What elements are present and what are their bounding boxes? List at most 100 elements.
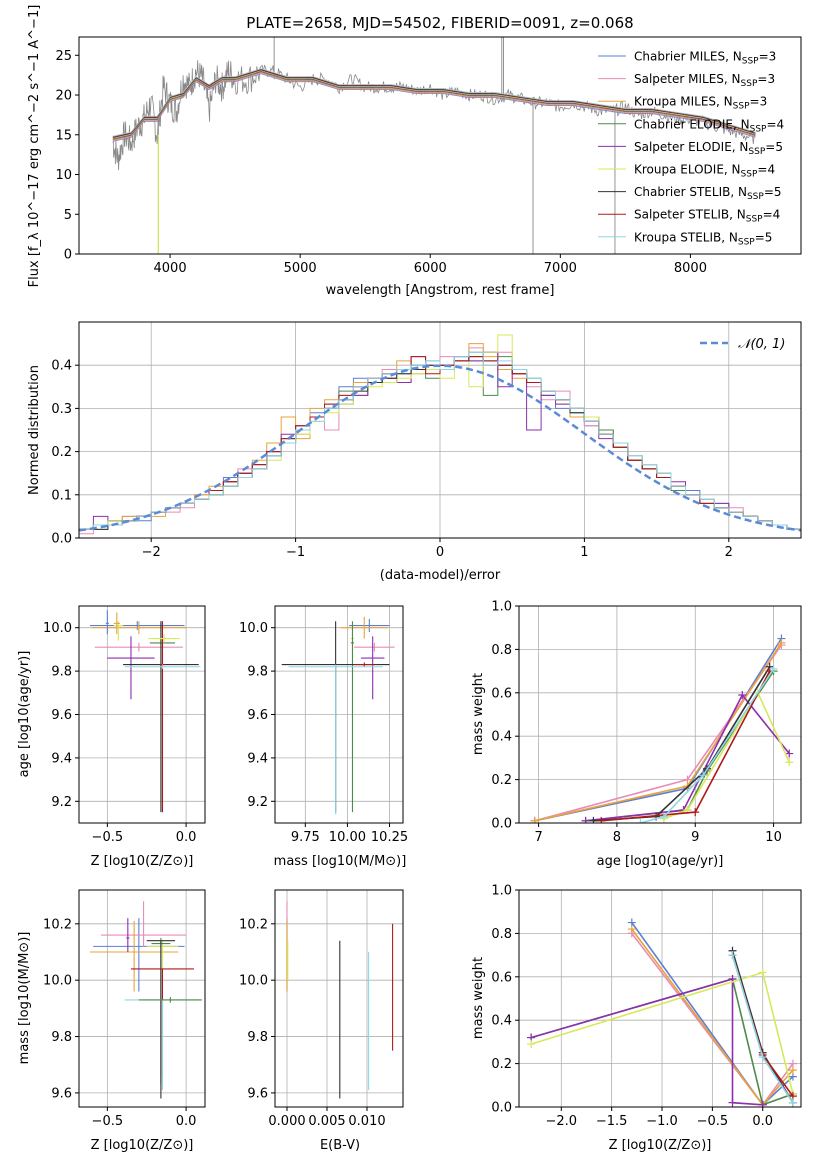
x-tick-label: −0.5	[697, 1114, 729, 1129]
normal-legend-label: 𝒩(0, 1)	[738, 337, 785, 352]
spectrum-title: PLATE=2658, MJD=54502, FIBERID=0091, z=0…	[246, 14, 633, 32]
age-vs-z-ylabel: age [log10(age/yr)]	[17, 651, 32, 778]
errorbar	[94, 642, 183, 652]
y-tick-label: 10.0	[43, 621, 72, 636]
weight-vs-age-xlabel: age [log10(age/yr)]	[597, 854, 724, 869]
mass-vs-z-frame	[78, 889, 206, 1108]
mass-vs-z-ylabel: mass [log10(M/M⊙)]	[17, 932, 32, 1065]
legend-label: Salpeter ELODIE, NSSP=5	[634, 140, 783, 157]
legend-label: Chabrier ELODIE, NSSP=4	[634, 117, 784, 134]
y-tick-label: 9.6	[51, 708, 72, 723]
errorbars	[90, 610, 201, 813]
weight-vs-z-xlabel: Z [log10(Z/Z⊙)]	[609, 1138, 712, 1153]
mass-vs-ebv-xlabel: E(B-V)	[320, 1138, 360, 1153]
errorbar	[124, 999, 201, 1091]
weight-marker	[589, 816, 598, 823]
spectrum-legend: Chabrier MILES, NSSP=3 Salpeter MILES, NS…	[598, 50, 784, 247]
model-spectrum-line	[112, 70, 756, 139]
x-tick-label: 4000	[154, 261, 187, 276]
legend-subscript: SSP	[750, 124, 767, 134]
age-vs-z-frame	[78, 605, 206, 824]
spectrum-lines	[112, 37, 756, 254]
legend-value: =5	[755, 230, 773, 244]
model-spectrum-line	[112, 69, 756, 138]
legend-value: =3	[759, 50, 777, 64]
x-tick-label: 7000	[544, 261, 577, 276]
legend-value: =5	[765, 140, 783, 154]
weight-series-line	[640, 668, 775, 823]
y-tick-label: 0.2	[491, 1057, 512, 1072]
y-tick-label: 1.0	[491, 600, 512, 615]
x-tick-label: 9	[691, 830, 699, 845]
y-tick-label: 0.0	[51, 532, 72, 547]
weight-marker	[530, 816, 539, 823]
weight-marker	[785, 749, 794, 758]
x-tick-label: 9.75	[291, 830, 320, 845]
legend-value: =4	[757, 163, 775, 177]
weight-vs-age-panel: 7 8 9 10 0.0 0.2 0.4 0.6 0.8 1.0 age [log10(age/y…	[471, 600, 802, 869]
weight-marker	[597, 816, 606, 823]
weight-marker	[581, 816, 590, 823]
weight-vs-age-frame	[518, 605, 802, 824]
x-tick-label: 8	[613, 830, 621, 845]
legend-subscript: SSP	[741, 170, 758, 180]
x-tick-label: −2	[142, 545, 161, 560]
y-tick-label: 0.8	[491, 927, 512, 942]
y-tick-label: 9.8	[51, 665, 72, 680]
weight-marker	[758, 1100, 767, 1107]
legend-subscript: SSP	[747, 192, 764, 202]
y-tick-label: 0.2	[51, 445, 72, 460]
legend-label: Salpeter STELIB, NSSP=4	[634, 208, 780, 225]
weight-vs-z-ylabel: mass weight	[471, 957, 486, 1039]
mass-vs-ebv-panel: 0.000 0.005 0.010 9.6 9.8 10.0 10.2 E(B-V)	[239, 889, 404, 1153]
x-tick-label: 2	[725, 545, 733, 560]
weight-series-line	[585, 693, 790, 822]
residuals-legend: 𝒩(0, 1)	[700, 337, 785, 352]
y-tick-label: 0.6	[491, 970, 512, 985]
weight-marker	[758, 968, 767, 977]
legend-value: =5	[764, 185, 782, 199]
spectrum-xlabel: wavelength [Angstrom, rest frame]	[326, 283, 555, 298]
legend-subscript: SSP	[741, 79, 758, 89]
weight-marker	[785, 758, 794, 767]
errorbar	[349, 619, 390, 633]
weight-series-line	[530, 977, 763, 1106]
weight-marker	[738, 690, 747, 699]
weight-vs-z-frame	[518, 889, 802, 1108]
weight-marker	[769, 664, 778, 673]
y-tick-label: 15	[55, 128, 72, 143]
legend-value: =3	[757, 72, 775, 86]
y-tick-label: 9.6	[247, 1086, 268, 1101]
x-tick-label: 6000	[414, 261, 447, 276]
model-spectrum-line	[112, 73, 756, 142]
legend-label: Salpeter MILES, NSSP=3	[634, 72, 775, 89]
mass-vs-z-xlabel: Z [log10(Z/Z⊙)]	[91, 1138, 194, 1153]
legend-subscript: SSP	[748, 147, 765, 157]
weight-series-line	[585, 670, 775, 822]
x-tick-label: 0.005	[308, 1114, 345, 1129]
y-tick-label: 0.4	[51, 359, 72, 374]
errorbar	[138, 997, 202, 1003]
errorbar	[354, 642, 395, 652]
errorbar	[124, 664, 201, 669]
x-tick-label: 0.0	[176, 830, 197, 845]
histograms	[79, 334, 801, 538]
x-tick-label: 0.000	[268, 1114, 305, 1129]
x-tick-label: 10.25	[371, 830, 408, 845]
y-tick-label: 9.6	[247, 708, 268, 723]
errorbar	[105, 610, 109, 635]
errorbar	[107, 636, 155, 700]
weight-lines	[527, 918, 797, 1107]
y-tick-label: 10.0	[239, 621, 268, 636]
weight-marker	[728, 1098, 737, 1107]
age-vs-z-xlabel: Z [log10(Z/Z⊙)]	[91, 854, 194, 869]
legend-value: =3	[750, 95, 768, 109]
legend-subscript: SSP	[742, 57, 759, 67]
age-vs-mass-xlabel: mass [log10(M/M⊙)]	[274, 854, 407, 869]
x-tick-label: −0.5	[92, 1114, 124, 1129]
y-tick-label: 10.2	[43, 917, 72, 932]
residuals-xlabel: (data-model)/error	[380, 568, 501, 583]
y-tick-label: 0.2	[491, 773, 512, 788]
model-spectrum-line	[112, 68, 756, 137]
